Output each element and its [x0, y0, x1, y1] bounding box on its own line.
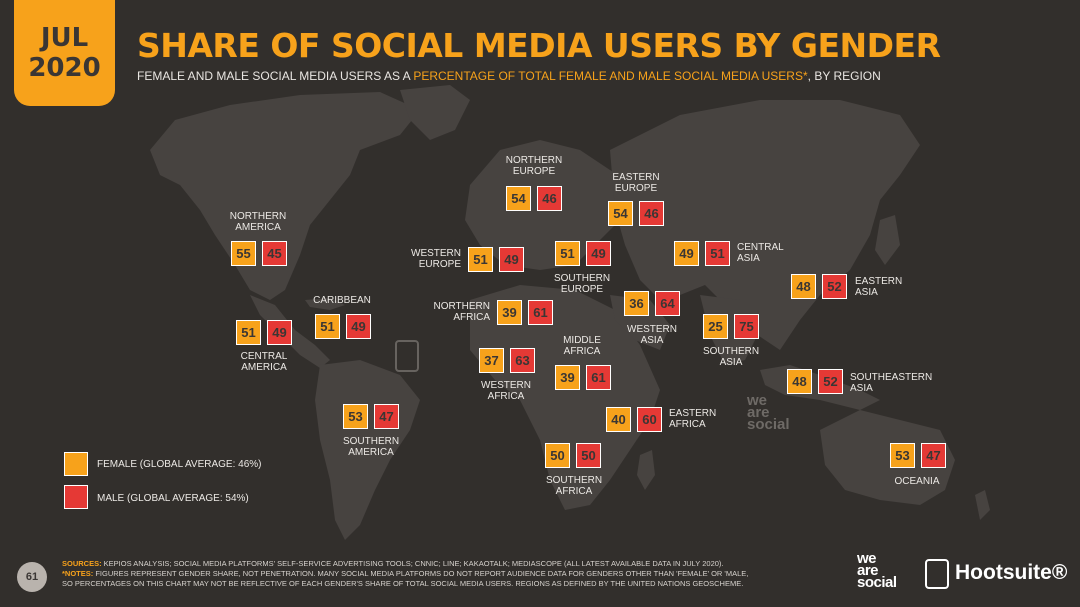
male-value-northern-europe: 46 [537, 186, 562, 211]
male-value-northern-america: 45 [262, 241, 287, 266]
legend-male-swatch [64, 485, 88, 509]
female-value-eastern-asia: 48 [791, 274, 816, 299]
region-label-oceania: OCEANIA [894, 476, 940, 487]
page-subtitle: FEMALE AND MALE SOCIAL MEDIA USERS AS A … [137, 69, 881, 83]
female-value-central-america: 51 [236, 320, 261, 345]
female-value-western-africa: 37 [479, 348, 504, 373]
sources-line: SOURCES: KEPIOS ANALYSIS; SOCIAL MEDIA P… [62, 559, 748, 569]
female-value-western-europe: 51 [468, 247, 493, 272]
region-label-northern-europe: NORTHERN EUROPE [505, 155, 563, 177]
female-value-caribbean: 51 [315, 314, 340, 339]
page-title: SHARE OF SOCIAL MEDIA USERS BY GENDER [137, 26, 941, 65]
female-value-northern-america: 55 [231, 241, 256, 266]
female-value-eastern-europe: 54 [608, 201, 633, 226]
new-zealand-land [975, 490, 990, 520]
japan-land [875, 215, 900, 265]
female-value-western-asia: 36 [624, 291, 649, 316]
region-label-southern-africa: SOUTHERN AFRICA [545, 475, 603, 497]
female-value-eastern-africa: 40 [606, 407, 631, 432]
date-badge: JUL 2020 [14, 0, 115, 106]
female-value-central-asia: 49 [674, 241, 699, 266]
madagascar-land [637, 450, 655, 490]
female-value-southern-africa: 50 [545, 443, 570, 468]
region-label-eastern-asia: EASTERN ASIA [855, 276, 903, 298]
male-value-western-africa: 63 [510, 348, 535, 373]
legend-female-label: FEMALE (GLOBAL AVERAGE: 46%) [97, 459, 262, 470]
notes-text-1: FIGURES REPRESENT GENDER SHARE, NOT PENE… [93, 569, 749, 578]
region-label-southeastern-asia: SOUTHEASTERN ASIA [850, 372, 933, 394]
greenland-land [400, 85, 470, 140]
legend-female-swatch [64, 452, 88, 476]
region-label-eastern-europe: EASTERN EUROPE [612, 172, 660, 194]
region-label-central-america: CENTRAL AMERICA [240, 351, 288, 373]
male-value-caribbean: 49 [346, 314, 371, 339]
subtitle-post: , BY REGION [807, 69, 881, 83]
female-value-northern-europe: 54 [506, 186, 531, 211]
female-value-oceania: 53 [890, 443, 915, 468]
region-label-northern-africa: NORTHERN AFRICA [433, 301, 490, 323]
page-number: 61 [17, 562, 47, 592]
we-are-social-watermark: we are social [747, 392, 790, 433]
africa-land [470, 285, 660, 510]
male-value-central-america: 49 [267, 320, 292, 345]
australia-land [820, 410, 955, 505]
region-label-central-asia: CENTRAL ASIA [737, 242, 784, 264]
female-value-southern-asia: 25 [703, 314, 728, 339]
male-value-eastern-asia: 52 [822, 274, 847, 299]
male-value-southern-europe: 49 [586, 241, 611, 266]
india-land [700, 295, 760, 365]
sources-text: KEPIOS ANALYSIS; SOCIAL MEDIA PLATFORMS'… [101, 559, 724, 568]
hootsuite-owl-icon [925, 559, 949, 589]
subtitle-highlight: PERCENTAGE OF TOTAL FEMALE AND MALE SOCI… [413, 69, 808, 83]
notes-line-2: SO PERCENTAGES ON THIS CHART MAY NOT BE … [62, 579, 744, 588]
region-label-southern-america: SOUTHERN AMERICA [342, 436, 400, 458]
male-value-southern-africa: 50 [576, 443, 601, 468]
notes-line-1: *NOTES: FIGURES REPRESENT GENDER SHARE, … [62, 569, 748, 579]
female-value-northern-africa: 39 [497, 300, 522, 325]
footnotes: SOURCES: KEPIOS ANALYSIS; SOCIAL MEDIA P… [62, 559, 748, 589]
male-value-central-asia: 51 [705, 241, 730, 266]
region-label-caribbean: CARIBBEAN [313, 295, 371, 306]
region-label-northern-america: NORTHERN AMERICA [229, 211, 287, 233]
date-month: JUL [40, 23, 89, 53]
north-america-land [150, 92, 420, 300]
male-value-western-europe: 49 [499, 247, 524, 272]
male-value-northern-africa: 61 [528, 300, 553, 325]
male-value-eastern-europe: 46 [639, 201, 664, 226]
male-value-western-asia: 64 [655, 291, 680, 316]
region-label-western-europe: WESTERN EUROPE [411, 248, 461, 270]
owl-watermark-icon [395, 340, 419, 372]
female-value-middle-africa: 39 [555, 365, 580, 390]
notes-label: *NOTES: [62, 569, 94, 578]
hootsuite-logo: Hootsuite® [955, 561, 1068, 584]
region-label-western-asia: WESTERN ASIA [627, 324, 677, 346]
region-label-southern-asia: SOUTHERN ASIA [702, 346, 760, 368]
female-value-southeastern-asia: 48 [787, 369, 812, 394]
region-label-eastern-africa: EASTERN AFRICA [669, 408, 717, 430]
caribbean-land [305, 298, 345, 310]
region-label-southern-europe: SOUTHERN EUROPE [553, 273, 611, 295]
male-value-southern-asia: 75 [734, 314, 759, 339]
female-value-southern-europe: 51 [555, 241, 580, 266]
male-value-eastern-africa: 60 [637, 407, 662, 432]
male-value-southern-america: 47 [374, 404, 399, 429]
region-label-western-africa: WESTERN AFRICA [481, 380, 531, 402]
we-are-social-logo: we are social [857, 550, 897, 591]
male-value-middle-africa: 61 [586, 365, 611, 390]
legend-male-label: MALE (GLOBAL AVERAGE: 54%) [97, 493, 249, 504]
male-value-southeastern-asia: 52 [818, 369, 843, 394]
sources-label: SOURCES: [62, 559, 102, 568]
subtitle-pre: FEMALE AND MALE SOCIAL MEDIA USERS AS A [137, 69, 414, 83]
asia-land [610, 100, 920, 350]
date-year: 2020 [28, 53, 101, 83]
region-label-middle-africa: MIDDLE AFRICA [563, 335, 601, 357]
female-value-southern-america: 53 [343, 404, 368, 429]
male-value-oceania: 47 [921, 443, 946, 468]
